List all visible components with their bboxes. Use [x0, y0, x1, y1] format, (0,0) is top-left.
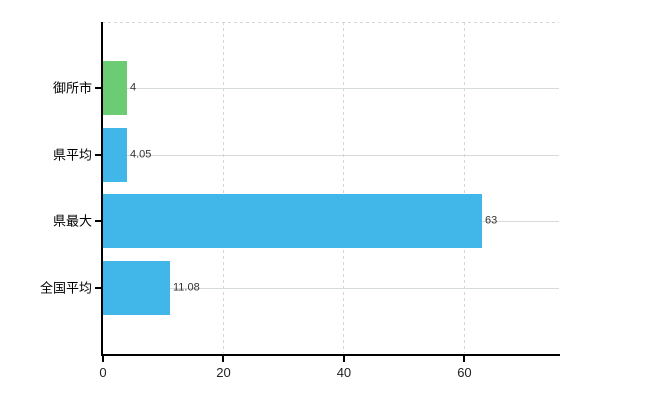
y-axis-category-label: 県平均 — [52, 147, 92, 163]
bar-value-label: 4.05 — [130, 148, 152, 161]
bar — [103, 61, 127, 115]
horizontal-gridline — [103, 88, 559, 89]
y-axis-line — [101, 22, 103, 356]
y-axis-tick — [95, 87, 101, 89]
bar — [103, 194, 482, 248]
y-axis-category-label: 県最大 — [52, 213, 92, 229]
vertical-gridline — [222, 22, 224, 353]
x-axis-tick-label: 0 — [99, 365, 107, 380]
x-axis-tick — [102, 356, 104, 362]
plot-top-border — [102, 22, 559, 23]
x-axis-tick — [463, 356, 466, 362]
y-axis-tick — [95, 287, 101, 289]
y-axis-category-label: 全国平均 — [39, 280, 92, 296]
x-axis-tick-label: 60 — [457, 365, 472, 380]
vertical-gridline — [343, 22, 345, 353]
y-axis-category-label: 御所市 — [52, 80, 92, 96]
horizontal-gridline — [103, 288, 559, 289]
x-axis-tick-label: 40 — [336, 365, 352, 380]
y-axis-tick — [95, 154, 101, 156]
x-axis-tick — [222, 356, 225, 362]
x-axis-tick — [342, 356, 345, 362]
x-axis-line — [101, 354, 560, 356]
horizontal-gridline — [103, 155, 559, 156]
bar-value-label: 11.08 — [173, 281, 200, 294]
vertical-gridline — [463, 22, 465, 353]
bar — [103, 261, 170, 315]
bar-value-label: 4 — [130, 81, 137, 94]
bar — [103, 128, 127, 182]
bar-value-label: 63 — [485, 214, 498, 227]
x-axis-tick-label: 20 — [216, 365, 231, 380]
y-axis-tick — [95, 220, 101, 222]
